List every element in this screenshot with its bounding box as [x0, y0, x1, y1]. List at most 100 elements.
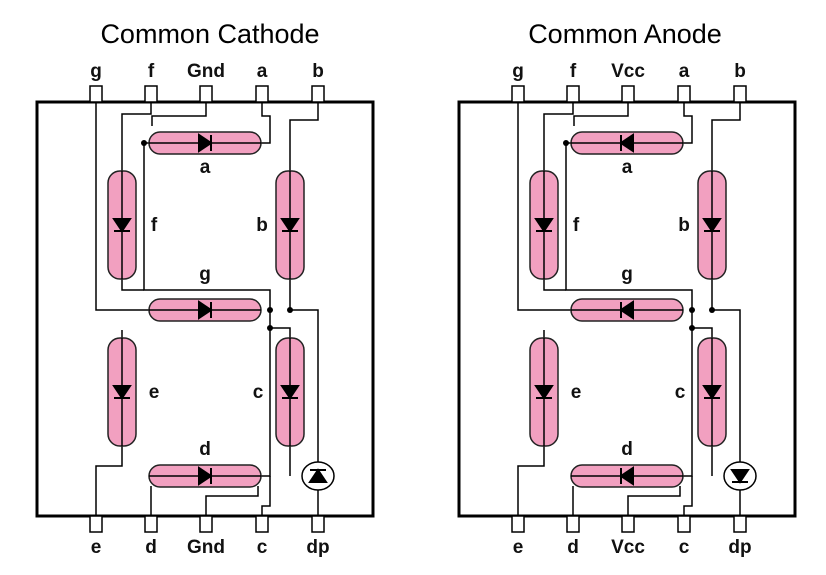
bottom-pin-1: [144, 515, 158, 533]
top-pin-2: [199, 85, 213, 103]
wire-16: [683, 476, 693, 516]
wire-7: [711, 102, 741, 172]
top-pin-label: b: [312, 61, 324, 82]
bottom-pin-0: [89, 515, 103, 533]
top-pin-label: a: [257, 61, 268, 82]
segment-label-a: a: [622, 157, 633, 178]
bottom-pin-label: e: [91, 537, 102, 558]
bottom-pin-4: [311, 515, 325, 533]
top-pin-0: [89, 85, 103, 103]
segment-label-g: g: [621, 264, 633, 285]
dp-diode-icon: [730, 469, 750, 484]
diode-icon: [702, 385, 722, 400]
bottom-pin-label: c: [257, 537, 268, 558]
wire-3: [565, 143, 693, 310]
junction-dot: [689, 325, 695, 331]
wire-0: [517, 102, 574, 311]
top-pin-4: [311, 85, 325, 103]
junction-dot: [287, 307, 293, 313]
wire-12: [95, 446, 123, 516]
segment-label-f: f: [151, 215, 158, 236]
top-pin-0: [511, 85, 525, 103]
diode-icon: [534, 385, 554, 400]
junction-dot: [709, 307, 715, 313]
top-pin-label: a: [679, 61, 690, 82]
top-pin-label: b: [734, 61, 746, 82]
top-pin-label: Vcc: [611, 61, 645, 82]
bottom-pin-label: e: [513, 537, 524, 558]
segment-label-e: e: [571, 382, 582, 403]
wire-2: [543, 278, 566, 291]
top-pin-label: g: [512, 61, 524, 82]
segments: a g d f b e c: [529, 131, 757, 491]
top-pin-4: [733, 85, 747, 103]
wire-5: [151, 102, 207, 126]
wire-0: [95, 102, 152, 311]
wire-1: [543, 102, 574, 172]
segment-label-e: e: [149, 382, 160, 403]
bottom-pin-2: [199, 515, 213, 533]
wire-10: [711, 278, 741, 462]
top-pin-label: f: [570, 61, 577, 82]
junction-dot: [267, 325, 273, 331]
common-anode-panel: Common Anode a g d f b e c g f Vcc a b e d Vcc c dp: [457, 19, 797, 558]
panel-title: Common Anode: [528, 19, 722, 49]
top-pin-label: Gnd: [187, 61, 225, 82]
junction-dot: [267, 307, 273, 313]
bottom-pin-label: Vcc: [611, 537, 645, 558]
segment-label-b: b: [678, 215, 690, 236]
pins: g f Vcc a b e d Vcc c dp: [511, 61, 752, 558]
diode-icon: [619, 133, 634, 153]
top-pin-1: [566, 85, 580, 103]
diode-icon: [619, 300, 634, 320]
diode-icon: [198, 466, 213, 486]
segment-label-c: c: [675, 382, 686, 403]
top-pin-label: f: [148, 61, 155, 82]
bottom-pin-3: [255, 515, 269, 533]
common-cathode-panel: Common Cathode a g d f b e c g f Gnd a b e d Gnd c dp: [35, 19, 375, 558]
junction-dot: [689, 307, 695, 313]
wire-10: [289, 278, 319, 462]
segment-label-d: d: [199, 439, 211, 460]
diode-icon: [534, 218, 554, 233]
wire-2: [121, 278, 144, 291]
wire-3: [143, 143, 271, 310]
wire-15: [205, 486, 259, 516]
segment-label-d: d: [621, 439, 633, 460]
diode-icon: [619, 466, 634, 486]
bottom-pin-4: [733, 515, 747, 533]
bottom-pin-label: d: [567, 537, 579, 558]
diode-icon: [112, 218, 132, 233]
segment-label-f: f: [573, 215, 580, 236]
bottom-pin-label: d: [145, 537, 157, 558]
segment-label-a: a: [200, 157, 211, 178]
pins: g f Gnd a b e d Gnd c dp: [89, 61, 330, 558]
bottom-pin-label: dp: [728, 537, 751, 558]
bottom-pin-label: dp: [306, 537, 329, 558]
wire-6: [258, 102, 271, 144]
wiring: [517, 102, 741, 516]
junction-dot: [141, 140, 147, 146]
segment-label-c: c: [253, 382, 264, 403]
wire-9: [692, 327, 713, 339]
bottom-pin-0: [511, 515, 525, 533]
top-pin-1: [144, 85, 158, 103]
wire-9: [270, 327, 291, 339]
top-pin-2: [621, 85, 635, 103]
wiring: [95, 102, 319, 516]
wire-7: [289, 102, 319, 172]
diode-icon: [280, 385, 300, 400]
top-pin-3: [677, 85, 691, 103]
diode-icon: [280, 218, 300, 233]
wire-6: [680, 102, 693, 144]
segment-label-b: b: [256, 215, 268, 236]
segments: a g d f b e c: [107, 131, 335, 491]
diode-icon: [198, 300, 213, 320]
diode-icon: [112, 385, 132, 400]
wire-12: [517, 446, 545, 516]
bottom-pin-label: Gnd: [187, 537, 225, 558]
bottom-pin-label: c: [679, 537, 690, 558]
bottom-pin-3: [677, 515, 691, 533]
wire-16: [261, 476, 271, 516]
